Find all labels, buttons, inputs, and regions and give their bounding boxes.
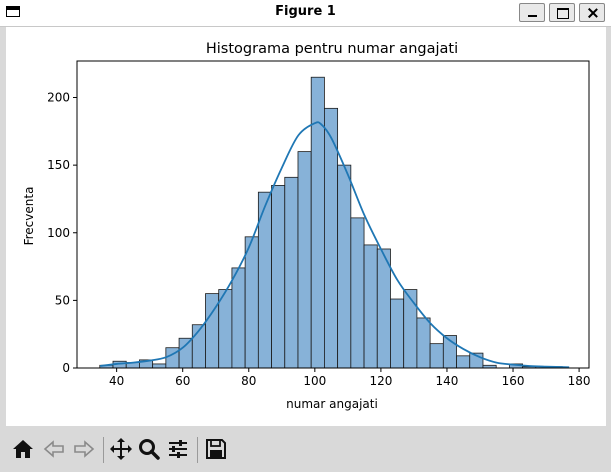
maximize-button[interactable]	[549, 3, 575, 22]
histogram-chart: Histograma pentru numar angajati numar a…	[22, 41, 591, 411]
save-button[interactable]	[201, 434, 231, 464]
forward-icon	[74, 440, 95, 458]
subplots-icon	[169, 440, 187, 458]
y-tick-label: 100	[47, 226, 70, 240]
axes-frame: 40 60 80 100 120 140 160 180 0 50 100 150 200	[47, 60, 591, 388]
x-tick-label: 180	[568, 374, 591, 388]
histogram-bar	[350, 217, 365, 369]
y-tick-label: 50	[55, 293, 70, 307]
x-tick-label: 100	[303, 374, 326, 388]
window-title: Figure 1	[275, 4, 336, 19]
kde-curve-group	[100, 121, 570, 369]
navigation-toolbar	[6, 427, 606, 472]
figure-canvas: Histograma pentru numar angajati numar a…	[6, 27, 606, 426]
histogram-bar	[456, 355, 471, 369]
minimize-button[interactable]	[519, 3, 545, 22]
x-tick-label: 120	[369, 374, 392, 388]
x-tick-label: 140	[436, 374, 459, 388]
back-button[interactable]	[39, 434, 69, 464]
app-icon	[6, 6, 20, 17]
histogram-bar	[337, 164, 352, 369]
zoom-button[interactable]	[134, 434, 164, 464]
y-tick-label: 200	[47, 91, 70, 105]
histogram-bar	[310, 76, 325, 369]
histogram-bar	[178, 337, 193, 369]
plot-frame	[76, 60, 590, 369]
histogram-bar	[152, 363, 167, 369]
y-axis-label: Frecventa	[22, 187, 36, 246]
toolbar-separator	[197, 437, 198, 463]
y-tick-label: 0	[62, 361, 70, 375]
histogram-bar	[231, 267, 246, 369]
histogram-bar	[390, 298, 405, 369]
histogram-bar	[244, 236, 259, 369]
histogram-bar	[416, 317, 431, 369]
histogram-bar	[218, 289, 233, 369]
kde-curve	[100, 121, 570, 369]
back-icon	[43, 440, 64, 458]
save-icon	[206, 439, 226, 459]
window-titlebar: Figure 1	[0, 0, 611, 27]
pan-button[interactable]	[106, 434, 136, 464]
toolbar-separator	[103, 437, 104, 463]
histogram-bar	[284, 176, 299, 369]
histogram-bar	[403, 289, 418, 369]
chart-title: Histograma pentru numar angajati	[206, 41, 458, 57]
histogram-bars	[99, 76, 563, 369]
forward-button[interactable]	[69, 434, 99, 464]
subplots-button[interactable]	[163, 434, 193, 464]
x-tick-label: 40	[109, 374, 124, 388]
histogram-bar	[297, 151, 312, 369]
home-button[interactable]	[8, 434, 38, 464]
x-axis-label: numar angajati	[286, 397, 378, 411]
x-tick-label: 160	[502, 374, 525, 388]
histogram-bar	[429, 343, 444, 369]
x-tick-label: 60	[175, 374, 190, 388]
y-tick-label: 150	[47, 158, 70, 172]
histogram-bar	[271, 185, 286, 369]
home-icon	[13, 440, 33, 458]
close-button[interactable]	[579, 3, 605, 22]
zoom-icon	[139, 439, 160, 460]
pan-icon	[110, 438, 132, 460]
histogram-bar	[376, 248, 391, 369]
x-tick-label: 80	[241, 374, 256, 388]
histogram-bar	[363, 244, 378, 369]
